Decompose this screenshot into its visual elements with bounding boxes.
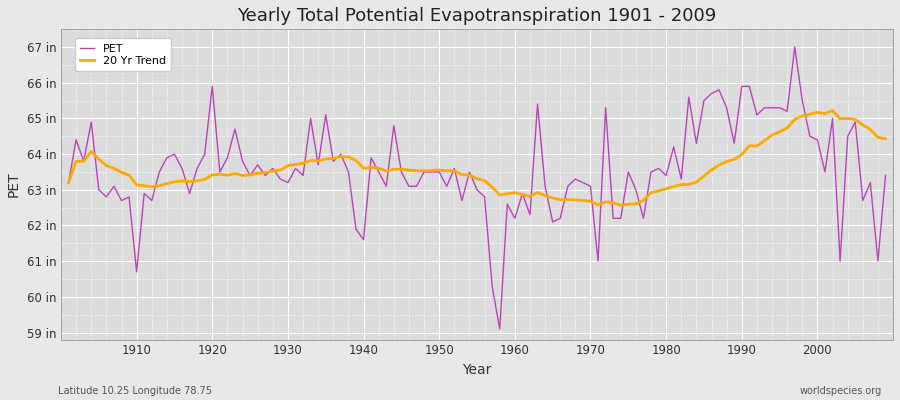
PET [494,326,505,331]
PET [880,173,891,178]
PET [336,152,346,156]
PET [517,191,527,196]
Legend: PET, 20 Yr Trend: PET, 20 Yr Trend [75,38,171,72]
X-axis label: Year: Year [463,363,491,377]
Text: worldspecies.org: worldspecies.org [800,386,882,396]
20 Yr Trend [502,191,513,196]
Y-axis label: PET: PET [7,172,21,197]
20 Yr Trend [827,108,838,113]
Line: PET: PET [68,47,886,329]
PET [608,216,618,221]
PET [789,45,800,50]
PET [63,180,74,185]
PET [123,194,134,199]
20 Yr Trend [880,136,891,141]
Text: Latitude 10.25 Longitude 78.75: Latitude 10.25 Longitude 78.75 [58,386,212,396]
20 Yr Trend [509,190,520,195]
20 Yr Trend [63,180,74,185]
Title: Yearly Total Potential Evapotranspiration 1901 - 2009: Yearly Total Potential Evapotranspiratio… [238,7,716,25]
20 Yr Trend [336,154,346,159]
20 Yr Trend [600,200,611,204]
20 Yr Trend [290,162,301,167]
PET [290,166,301,171]
PET [509,216,520,221]
20 Yr Trend [616,203,626,208]
20 Yr Trend [123,173,134,178]
Line: 20 Yr Trend: 20 Yr Trend [68,111,886,205]
